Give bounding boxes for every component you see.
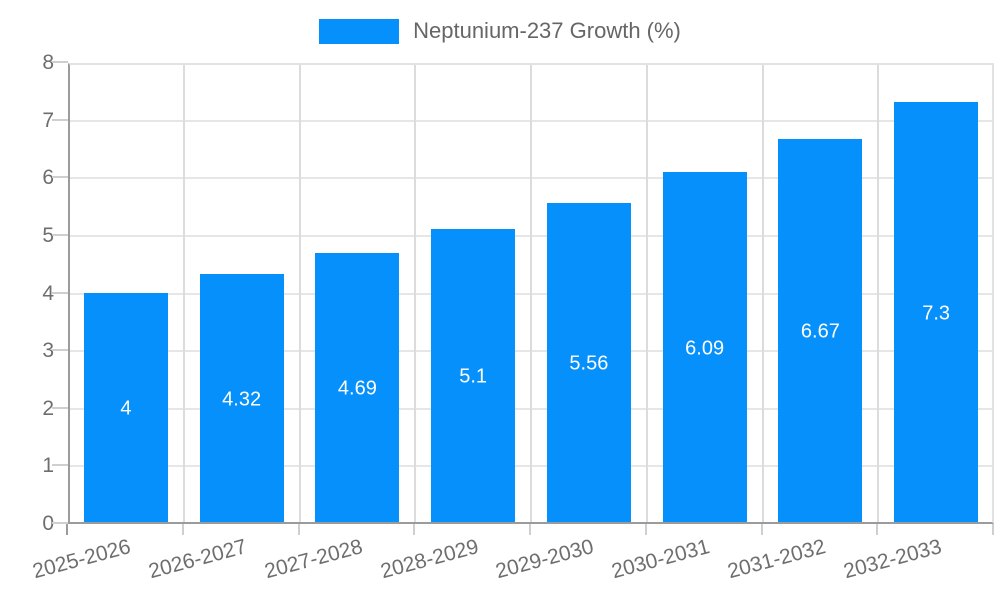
x-axis-tick-label: 2027-2028 — [262, 535, 366, 584]
y-tick-mark — [52, 176, 68, 179]
bar-value-label: 6.67 — [800, 320, 840, 343]
bar-value-label: 5.1 — [459, 365, 488, 388]
gridline-vertical — [761, 65, 764, 522]
gridline-vertical — [530, 65, 532, 522]
bar[interactable] — [83, 292, 168, 522]
bar[interactable] — [431, 229, 516, 522]
y-tick-mark — [52, 406, 68, 409]
y-axis-tick-label: 1 — [42, 454, 54, 478]
x-axis-tick-label: 2032-2033 — [840, 535, 944, 584]
gridline-vertical — [298, 65, 301, 522]
x-tick-mark — [413, 524, 416, 535]
x-tick-mark — [529, 524, 531, 535]
bar[interactable] — [546, 202, 631, 522]
gridline-vertical — [414, 65, 417, 522]
y-tick-mark — [52, 464, 68, 467]
x-tick-mark — [181, 524, 184, 535]
gridline-vertical — [877, 65, 880, 522]
plot-area: 4 4.32 4.69 5.1 5.56 6.09 6.67 7.3 — [68, 63, 994, 524]
x-tick-mark — [66, 524, 68, 535]
bar-value-label: 5.56 — [569, 352, 609, 375]
bar-value-label: 4.32 — [222, 388, 262, 411]
y-axis-tick-label: 0 — [42, 512, 54, 535]
y-axis-tick-label: 4 — [42, 281, 54, 305]
y-tick-mark — [52, 61, 68, 63]
y-tick-mark — [52, 291, 68, 294]
bar-value-label: 7.3 — [922, 302, 951, 325]
y-axis-tick-label: 3 — [42, 339, 54, 363]
bar[interactable] — [662, 172, 747, 522]
x-tick-mark — [644, 524, 647, 535]
y-axis-tick-label: 6 — [42, 166, 54, 190]
x-axis-tick-label: 2029-2030 — [493, 535, 597, 584]
bar[interactable] — [894, 102, 979, 522]
y-tick-mark — [52, 349, 68, 352]
legend-label: Neptunium-237 Growth (%) — [413, 18, 681, 43]
chart-legend[interactable]: Neptunium-237 Growth (%) — [0, 16, 1000, 46]
y-axis-tick-label: 7 — [42, 108, 54, 132]
x-axis-tick-label: 2026-2027 — [146, 535, 250, 584]
y-axis-tick-label: 5 — [42, 223, 54, 247]
x-tick-mark — [992, 524, 994, 535]
y-tick-mark — [52, 118, 68, 121]
x-tick-mark — [876, 524, 879, 535]
y-axis-tick-label: 8 — [42, 51, 54, 74]
legend-swatch — [319, 18, 400, 44]
bar-value-label: 4 — [120, 397, 132, 420]
x-axis-tick-label: 2028-2029 — [377, 535, 481, 584]
gridline-vertical — [182, 65, 185, 522]
y-tick-mark — [52, 233, 68, 236]
bar-value-label: 6.09 — [685, 337, 725, 360]
y-tick-mark — [52, 522, 68, 524]
x-axis-tick-label: 2025-2026 — [30, 535, 134, 584]
x-tick-mark — [760, 524, 763, 535]
y-axis-tick-label: 2 — [42, 396, 54, 420]
bar-value-label: 4.69 — [337, 377, 377, 400]
bar[interactable] — [315, 252, 400, 522]
bar[interactable] — [778, 138, 863, 522]
x-tick-mark — [297, 524, 300, 535]
bar[interactable] — [199, 274, 284, 522]
gridline-vertical — [645, 65, 648, 522]
x-axis-tick-label: 2030-2031 — [609, 535, 713, 584]
x-axis-tick-label: 2031-2032 — [725, 535, 829, 584]
